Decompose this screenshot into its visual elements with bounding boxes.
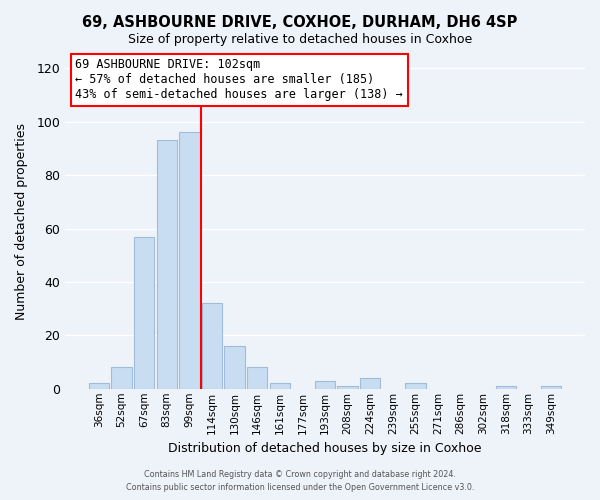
Bar — [315, 381, 335, 389]
Bar — [112, 368, 131, 389]
Bar — [89, 384, 109, 389]
Bar — [337, 386, 358, 389]
Text: 69, ASHBOURNE DRIVE, COXHOE, DURHAM, DH6 4SP: 69, ASHBOURNE DRIVE, COXHOE, DURHAM, DH6… — [82, 15, 518, 30]
Bar — [496, 386, 516, 389]
Bar — [202, 304, 222, 389]
Bar — [247, 368, 268, 389]
Bar — [406, 384, 425, 389]
Bar — [179, 132, 200, 389]
Bar — [134, 236, 154, 389]
Bar — [541, 386, 562, 389]
Text: Size of property relative to detached houses in Coxhoe: Size of property relative to detached ho… — [128, 32, 472, 46]
X-axis label: Distribution of detached houses by size in Coxhoe: Distribution of detached houses by size … — [168, 442, 482, 455]
Bar — [157, 140, 177, 389]
Bar — [224, 346, 245, 389]
Y-axis label: Number of detached properties: Number of detached properties — [15, 124, 28, 320]
Bar — [269, 384, 290, 389]
Text: Contains HM Land Registry data © Crown copyright and database right 2024.
Contai: Contains HM Land Registry data © Crown c… — [126, 470, 474, 492]
Bar — [360, 378, 380, 389]
Text: 69 ASHBOURNE DRIVE: 102sqm
← 57% of detached houses are smaller (185)
43% of sem: 69 ASHBOURNE DRIVE: 102sqm ← 57% of deta… — [76, 58, 403, 102]
